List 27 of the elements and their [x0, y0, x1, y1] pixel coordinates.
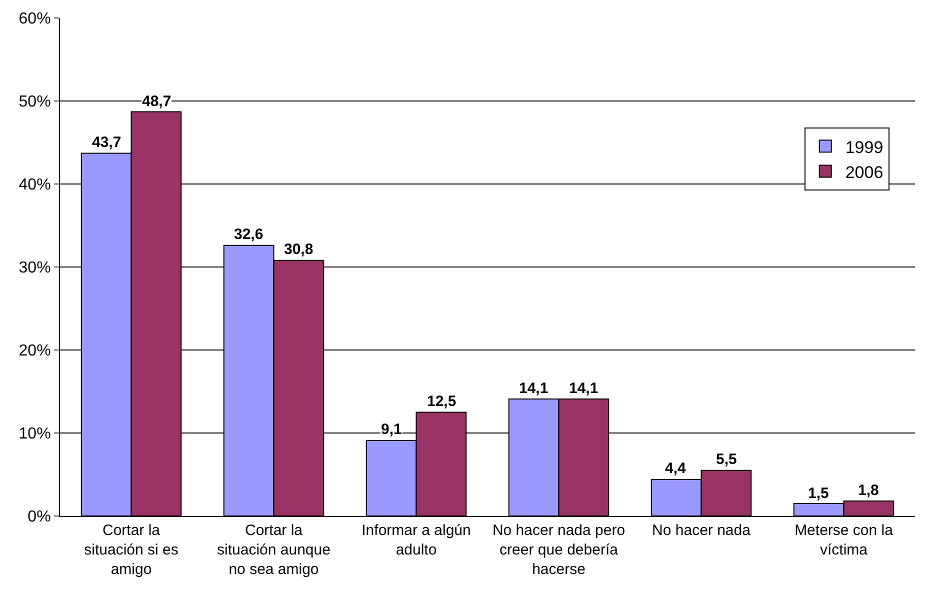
- y-tick-label: 10%: [18, 426, 51, 443]
- y-tick-label: 60%: [18, 10, 51, 28]
- data-label: 1,5: [808, 485, 829, 502]
- data-label: 14,1: [519, 380, 548, 397]
- x-tick-label: Meterse con la víctima: [794, 522, 894, 558]
- data-label: 32,6: [234, 226, 264, 243]
- data-label: 14,1: [569, 380, 598, 397]
- x-tick-label: No hacer nada pero creer que debería hacerse: [492, 522, 626, 578]
- x-tick-label: Cortar la situación aunque no sea amigo: [217, 522, 330, 578]
- y-tick-label: 40%: [18, 176, 51, 194]
- y-tick-label: 0%: [28, 508, 51, 526]
- data-label: 48,7: [142, 93, 172, 110]
- data-label: 1,8: [858, 482, 879, 499]
- data-label: 5,5: [716, 451, 737, 468]
- data-label: 43,7: [92, 134, 122, 151]
- x-tick-label: No hacer nada: [652, 522, 752, 539]
- legend-label: 1999: [845, 138, 884, 157]
- legend-label: 2006: [845, 162, 884, 182]
- data-label: 12,5: [427, 393, 456, 410]
- y-tick-label: 30%: [18, 260, 51, 277]
- x-tick-label: Informar a algún adulto: [362, 522, 471, 558]
- y-tick-label: 50%: [18, 94, 51, 111]
- data-label: 30,8: [284, 241, 314, 258]
- x-tick-label: Cortar la situación si es amigo: [84, 522, 178, 578]
- y-tick-label: 20%: [18, 342, 51, 360]
- data-label: 9,1: [381, 421, 402, 438]
- data-label: 4,4: [665, 460, 687, 477]
